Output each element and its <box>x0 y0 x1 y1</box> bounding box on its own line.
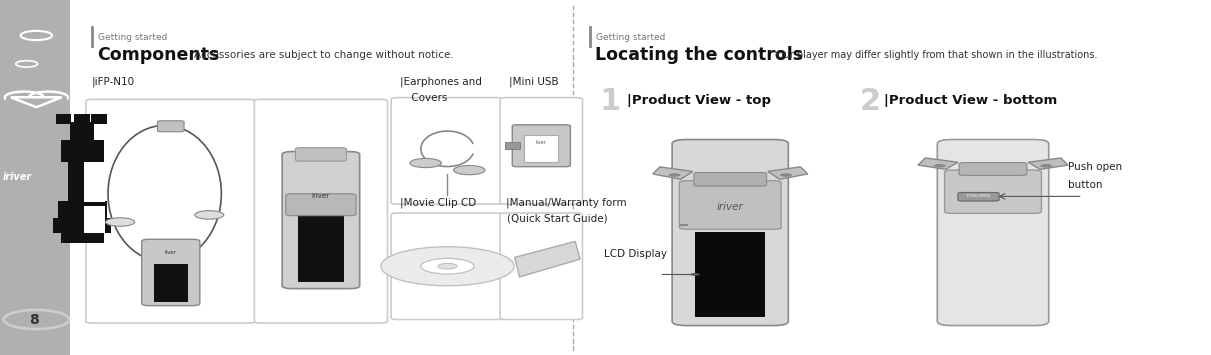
Text: |Product View - top: |Product View - top <box>627 94 771 107</box>
FancyBboxPatch shape <box>945 170 1041 213</box>
Polygon shape <box>768 167 808 179</box>
Text: |Mini USB: |Mini USB <box>509 76 558 87</box>
FancyBboxPatch shape <box>91 114 107 124</box>
Text: |Movie Clip CD: |Movie Clip CD <box>400 197 476 208</box>
FancyBboxPatch shape <box>937 140 1049 326</box>
Polygon shape <box>918 158 958 169</box>
FancyBboxPatch shape <box>694 173 767 186</box>
FancyBboxPatch shape <box>70 122 94 142</box>
FancyBboxPatch shape <box>157 121 184 132</box>
FancyBboxPatch shape <box>56 114 71 124</box>
Circle shape <box>453 165 484 175</box>
FancyBboxPatch shape <box>672 140 788 326</box>
FancyBboxPatch shape <box>505 142 520 149</box>
Circle shape <box>380 247 515 286</box>
Text: iiver: iiver <box>165 250 177 255</box>
Text: Covers: Covers <box>408 93 448 103</box>
Text: button: button <box>1068 180 1102 190</box>
FancyBboxPatch shape <box>695 232 765 317</box>
FancyBboxPatch shape <box>6 97 67 105</box>
FancyBboxPatch shape <box>61 231 104 243</box>
FancyBboxPatch shape <box>154 264 188 302</box>
FancyBboxPatch shape <box>84 206 105 233</box>
FancyBboxPatch shape <box>68 160 97 202</box>
FancyBboxPatch shape <box>53 218 111 233</box>
FancyBboxPatch shape <box>959 163 1027 175</box>
Text: Your player may differ slightly from that shown in the illustrations.: Your player may differ slightly from tha… <box>773 50 1097 60</box>
FancyBboxPatch shape <box>58 201 107 220</box>
Text: Locating the controls: Locating the controls <box>595 46 803 64</box>
FancyBboxPatch shape <box>84 162 105 202</box>
FancyBboxPatch shape <box>512 125 570 167</box>
Text: iriver: iriver <box>2 173 31 182</box>
FancyBboxPatch shape <box>61 140 104 162</box>
Text: |Manual/Warranty form: |Manual/Warranty form <box>506 197 627 208</box>
Text: |Product View - bottom: |Product View - bottom <box>884 94 1057 107</box>
Polygon shape <box>1028 158 1068 169</box>
Text: |Earphones and: |Earphones and <box>400 76 482 87</box>
Polygon shape <box>653 167 693 179</box>
Circle shape <box>105 218 134 226</box>
Circle shape <box>690 273 700 276</box>
FancyBboxPatch shape <box>524 135 558 162</box>
Circle shape <box>195 211 224 219</box>
FancyBboxPatch shape <box>74 114 90 124</box>
Circle shape <box>780 173 792 177</box>
Text: (Quick Start Guide): (Quick Start Guide) <box>507 214 608 224</box>
Text: iiver: iiver <box>536 140 546 145</box>
FancyBboxPatch shape <box>0 0 70 355</box>
FancyBboxPatch shape <box>295 148 346 161</box>
Text: PUSH OPEN: PUSH OPEN <box>968 195 989 198</box>
Circle shape <box>668 173 681 177</box>
Text: Getting started: Getting started <box>98 33 167 42</box>
FancyBboxPatch shape <box>500 98 582 204</box>
Polygon shape <box>515 241 580 277</box>
FancyBboxPatch shape <box>298 214 344 282</box>
FancyBboxPatch shape <box>286 194 356 216</box>
Text: LCD Display: LCD Display <box>604 249 667 259</box>
FancyBboxPatch shape <box>391 213 504 320</box>
FancyBboxPatch shape <box>679 181 781 229</box>
FancyBboxPatch shape <box>254 99 388 323</box>
FancyBboxPatch shape <box>391 98 504 204</box>
Circle shape <box>1040 164 1052 168</box>
Text: 2: 2 <box>860 87 880 116</box>
Circle shape <box>421 258 474 274</box>
Text: iriver: iriver <box>717 202 744 212</box>
Text: Getting started: Getting started <box>596 33 665 42</box>
Circle shape <box>409 158 441 168</box>
FancyBboxPatch shape <box>86 99 256 323</box>
Text: Accessories are subject to change without notice.: Accessories are subject to change withou… <box>194 50 453 60</box>
Text: Push open: Push open <box>1068 162 1123 172</box>
Circle shape <box>934 164 946 168</box>
Text: iriver: iriver <box>312 193 329 200</box>
FancyBboxPatch shape <box>282 152 360 289</box>
Text: 8: 8 <box>29 312 39 327</box>
Circle shape <box>437 263 457 269</box>
Text: |iFP-N10: |iFP-N10 <box>92 76 136 87</box>
FancyBboxPatch shape <box>500 213 582 320</box>
Text: Components: Components <box>97 46 219 64</box>
FancyBboxPatch shape <box>958 192 999 201</box>
FancyBboxPatch shape <box>142 239 200 306</box>
Text: 1: 1 <box>599 87 621 116</box>
